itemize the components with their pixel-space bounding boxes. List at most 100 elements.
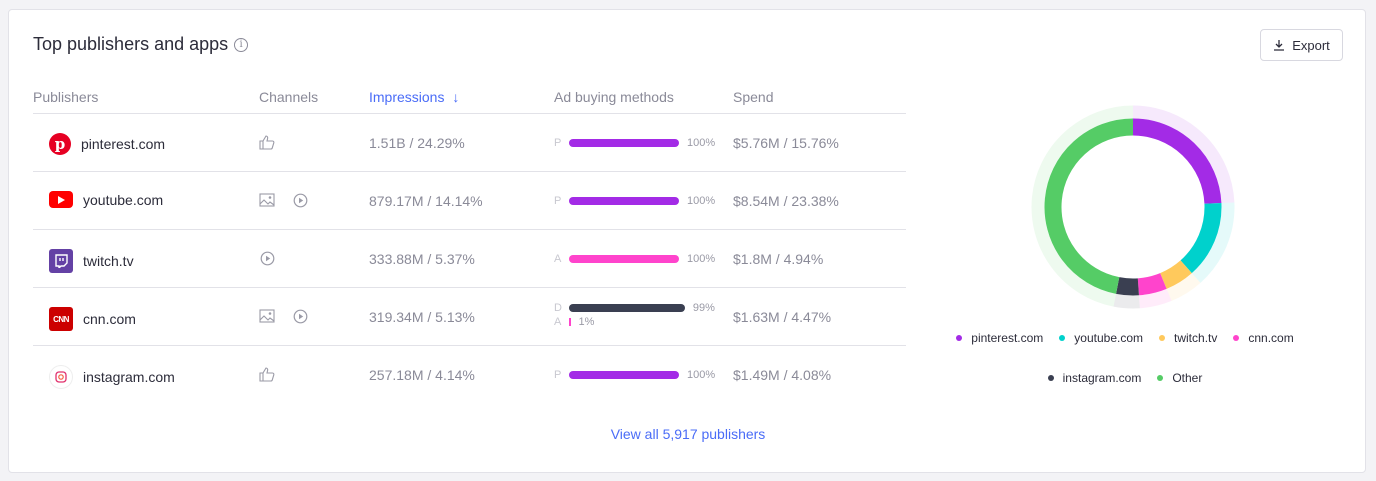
donut-slice-pinterest-com[interactable] xyxy=(1132,118,1222,205)
donut-slice-halo xyxy=(1191,202,1235,283)
publisher-cell[interactable]: instagram.com xyxy=(49,365,175,389)
method-bar xyxy=(569,139,679,147)
legend-item[interactable]: youtube.com xyxy=(1059,331,1143,345)
info-icon[interactable]: i xyxy=(234,37,249,52)
spend-value: $1.49M / 4.08% xyxy=(733,367,832,383)
play-icon xyxy=(259,250,275,266)
buying-method-P: P 100% xyxy=(554,194,715,208)
donut-slice-youtube-com[interactable] xyxy=(1180,203,1222,274)
publisher-name: instagram.com xyxy=(83,369,175,385)
legend-dot xyxy=(1159,335,1166,341)
donut-slice-other[interactable] xyxy=(1044,118,1134,294)
legend-item[interactable]: pinterest.com xyxy=(956,331,1043,345)
channels-cell xyxy=(259,192,308,208)
channels-cell xyxy=(259,134,275,150)
publisher-name: cnn.com xyxy=(83,311,136,327)
header-ad-buying[interactable]: Ad buying methods xyxy=(554,89,674,105)
buying-method-D: D 99% xyxy=(554,301,715,315)
channels-cell xyxy=(259,308,308,324)
method-label: D xyxy=(554,302,562,314)
twitch-logo xyxy=(49,249,73,273)
donut-slice-halo xyxy=(1031,105,1134,307)
card-title: Top publishers and apps i xyxy=(33,34,249,55)
legend-item[interactable]: cnn.com xyxy=(1233,331,1294,345)
publisher-cell[interactable]: p pinterest.com xyxy=(49,133,165,155)
method-label: P xyxy=(554,137,562,149)
spend-value: $1.8M / 4.94% xyxy=(733,251,824,267)
method-label: A xyxy=(554,316,562,328)
legend-label: youtube.com xyxy=(1074,331,1144,345)
legend-dot xyxy=(1157,375,1164,381)
method-bar xyxy=(569,304,685,312)
title-text: Top publishers and apps xyxy=(33,34,229,54)
legend-dot xyxy=(1233,335,1240,341)
view-all-label: View all 5,917 publishers xyxy=(610,426,766,442)
table-row[interactable]: p pinterest.com 1.51B / 24.29% P 100% $5.7… xyxy=(33,114,906,172)
impressions-value: 1.51B / 24.29% xyxy=(369,135,465,151)
buying-method-P: P 100% xyxy=(554,368,715,382)
buying-method-A: A 100% xyxy=(554,252,715,266)
header-channels[interactable]: Channels xyxy=(259,89,319,105)
legend-label: cnn.com xyxy=(1248,331,1294,345)
download-icon xyxy=(1274,40,1285,51)
chart-legend: pinterest.com youtube.com twitch.tv cnn.com… xyxy=(909,331,1341,385)
table-row[interactable]: CNN cnn.com 319.34M / 5.13% D 99% A 1% $1.63… xyxy=(33,288,906,346)
youtube-logo xyxy=(49,191,73,208)
method-bar xyxy=(569,318,571,326)
publishers-donut-chart xyxy=(1031,105,1235,309)
spend-value: $1.63M / 4.47% xyxy=(733,309,832,325)
thumbs-up-icon xyxy=(259,134,275,150)
donut-slice-cnn-com[interactable] xyxy=(1137,273,1167,296)
export-button[interactable]: Export xyxy=(1260,29,1343,61)
image-icon xyxy=(259,192,275,208)
ad-buying-cell: A 100% xyxy=(554,252,715,266)
method-bar xyxy=(569,371,679,379)
donut-slice-halo xyxy=(1166,272,1201,301)
donut-slice-twitch-tv[interactable] xyxy=(1159,260,1192,289)
method-percent: 100% xyxy=(687,369,716,381)
impressions-value: 257.18M / 4.14% xyxy=(369,367,475,383)
method-percent: 100% xyxy=(687,253,716,265)
spend-value: $5.76M / 15.76% xyxy=(733,135,839,151)
pinterest-logo: p xyxy=(49,133,71,155)
legend-label: twitch.tv xyxy=(1174,331,1218,345)
table-header: Publishers Channels Impressions ↓ Ad buy… xyxy=(33,82,906,114)
ad-buying-cell: P 100% xyxy=(554,194,715,208)
instagram-logo xyxy=(49,365,73,389)
legend-item[interactable]: twitch.tv xyxy=(1159,331,1217,345)
publisher-cell[interactable]: CNN cnn.com xyxy=(49,307,136,331)
header-impressions[interactable]: Impressions ↓ xyxy=(369,89,459,105)
legend-item[interactable]: instagram.com xyxy=(1047,371,1142,385)
method-label: P xyxy=(554,195,562,207)
method-percent: 1% xyxy=(578,316,595,328)
table-row[interactable]: instagram.com 257.18M / 4.14% P 100% $1.4… xyxy=(33,346,906,404)
spend-value: $8.54M / 23.38% xyxy=(733,193,839,209)
legend-label: instagram.com xyxy=(1062,371,1142,385)
impressions-value: 333.88M / 5.37% xyxy=(369,251,475,267)
method-label: A xyxy=(554,253,562,265)
header-publishers[interactable]: Publishers xyxy=(33,89,99,105)
legend-dot xyxy=(1047,375,1054,381)
publisher-cell[interactable]: youtube.com xyxy=(49,191,163,208)
legend-label: Other xyxy=(1172,371,1203,385)
top-publishers-card: Top publishers and apps i Export Publish… xyxy=(8,9,1366,473)
publisher-name: youtube.com xyxy=(83,191,164,208)
method-label: P xyxy=(554,369,562,381)
table-row[interactable]: twitch.tv 333.88M / 5.37% A 100% $1.8M / … xyxy=(33,230,906,288)
export-label: Export xyxy=(1292,37,1330,53)
legend-dot xyxy=(956,335,963,341)
publisher-cell[interactable]: twitch.tv xyxy=(49,249,134,273)
header-spend[interactable]: Spend xyxy=(733,89,774,105)
cnn-logo: CNN xyxy=(49,307,73,331)
legend-label: pinterest.com xyxy=(971,331,1044,345)
publishers-table: Publishers Channels Impressions ↓ Ad buy… xyxy=(33,82,906,404)
legend-dot xyxy=(1059,335,1066,341)
table-row[interactable]: youtube.com 879.17M / 14.14% P 100% $8.54… xyxy=(33,172,906,230)
impressions-value: 319.34M / 5.13% xyxy=(369,309,475,325)
donut-slice-instagram-com[interactable] xyxy=(1116,277,1139,296)
method-percent: 100% xyxy=(687,137,716,149)
ad-buying-cell: D 99% A 1% xyxy=(554,301,715,329)
channels-cell xyxy=(259,366,275,382)
view-all-publishers-link[interactable]: View all 5,917 publishers xyxy=(9,426,1367,442)
legend-item[interactable]: Other xyxy=(1157,371,1202,385)
